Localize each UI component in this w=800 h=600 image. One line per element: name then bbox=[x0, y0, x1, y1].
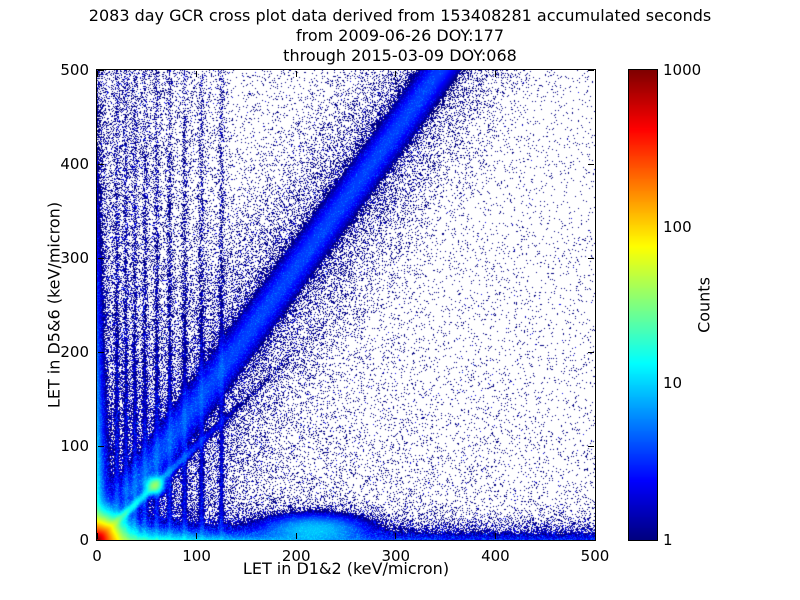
y-tick-mark-right bbox=[588, 351, 594, 353]
chart-subtitle-through: through 2015-03-09 DOY:068 bbox=[283, 46, 517, 65]
y-tick-mark bbox=[98, 163, 104, 165]
y-tick-mark bbox=[98, 257, 104, 259]
y-tick-label: 300 bbox=[60, 249, 89, 267]
x-tick-mark-top bbox=[196, 71, 198, 77]
y-tick-mark-right bbox=[588, 257, 594, 259]
y-tick-mark bbox=[98, 445, 104, 447]
colorbar-tick-label: 10 bbox=[663, 374, 683, 393]
y-tick-mark bbox=[98, 351, 104, 353]
x-tick-mark bbox=[494, 533, 496, 539]
colorbar bbox=[628, 69, 658, 541]
y-tick-mark bbox=[98, 539, 104, 541]
colorbar-tick-label: 1000 bbox=[663, 61, 702, 79]
y-tick-label: 0 bbox=[79, 531, 89, 549]
x-tick-label: 300 bbox=[381, 547, 411, 565]
x-axis-label: LET in D1&2 (keV/micron) bbox=[242, 559, 450, 578]
x-tick-mark bbox=[96, 533, 98, 539]
chart-title-block: 2083 day GCR cross plot data derived fro… bbox=[0, 6, 800, 66]
x-tick-mark-top bbox=[295, 71, 297, 77]
x-tick-label: 100 bbox=[182, 547, 211, 565]
x-tick-label: 500 bbox=[580, 547, 610, 565]
x-tick-mark bbox=[196, 533, 198, 539]
colorbar-tick-label: 100 bbox=[663, 217, 692, 236]
x-tick-mark-top bbox=[395, 71, 397, 77]
chart-subtitle-from: from 2009-06-26 DOY:177 bbox=[295, 26, 504, 45]
x-tick-label: 0 bbox=[92, 547, 102, 565]
y-tick-label: 500 bbox=[60, 61, 89, 79]
y-tick-mark-right bbox=[588, 163, 594, 165]
x-tick-mark bbox=[594, 533, 596, 539]
y-tick-mark bbox=[98, 69, 104, 71]
x-tick-mark-top bbox=[494, 71, 496, 77]
y-tick-mark-right bbox=[588, 539, 594, 541]
y-tick-mark-right bbox=[588, 69, 594, 71]
y-tick-mark-right bbox=[588, 445, 594, 447]
density-scatter-canvas bbox=[97, 70, 595, 540]
x-tick-mark bbox=[295, 533, 297, 539]
colorbar-tick-label: 1 bbox=[663, 531, 673, 549]
y-tick-label: 200 bbox=[60, 343, 89, 361]
colorbar-gradient-canvas bbox=[629, 70, 657, 540]
chart-title: 2083 day GCR cross plot data derived fro… bbox=[88, 6, 712, 25]
y-tick-label: 400 bbox=[60, 155, 89, 173]
x-tick-mark-top bbox=[594, 71, 596, 77]
x-tick-label: 200 bbox=[281, 547, 311, 565]
x-tick-mark-top bbox=[96, 71, 98, 77]
y-axis-label: LET in D5&6 (keV/micron) bbox=[44, 201, 64, 409]
x-tick-mark bbox=[395, 533, 397, 539]
y-tick-label: 100 bbox=[60, 437, 89, 455]
colorbar-label: Counts bbox=[694, 277, 714, 333]
plot-area bbox=[96, 69, 596, 541]
x-tick-label: 400 bbox=[481, 547, 510, 565]
